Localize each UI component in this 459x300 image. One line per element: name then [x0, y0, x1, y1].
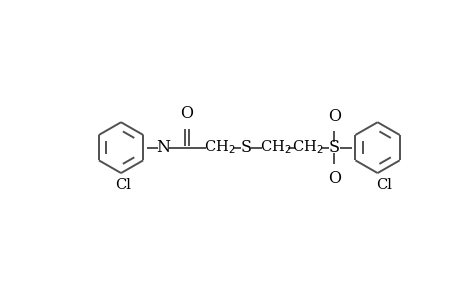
Text: S: S	[240, 139, 251, 156]
Text: CH$_2$: CH$_2$	[203, 139, 235, 157]
Text: Cl: Cl	[375, 178, 391, 192]
Text: O: O	[180, 105, 193, 122]
Text: CH$_2$: CH$_2$	[259, 139, 291, 157]
Text: S: S	[328, 139, 339, 156]
Text: O: O	[327, 108, 340, 125]
Text: Cl: Cl	[114, 178, 130, 192]
Text: N: N	[157, 139, 170, 156]
Text: CH$_2$: CH$_2$	[291, 139, 323, 157]
Text: O: O	[327, 170, 340, 187]
